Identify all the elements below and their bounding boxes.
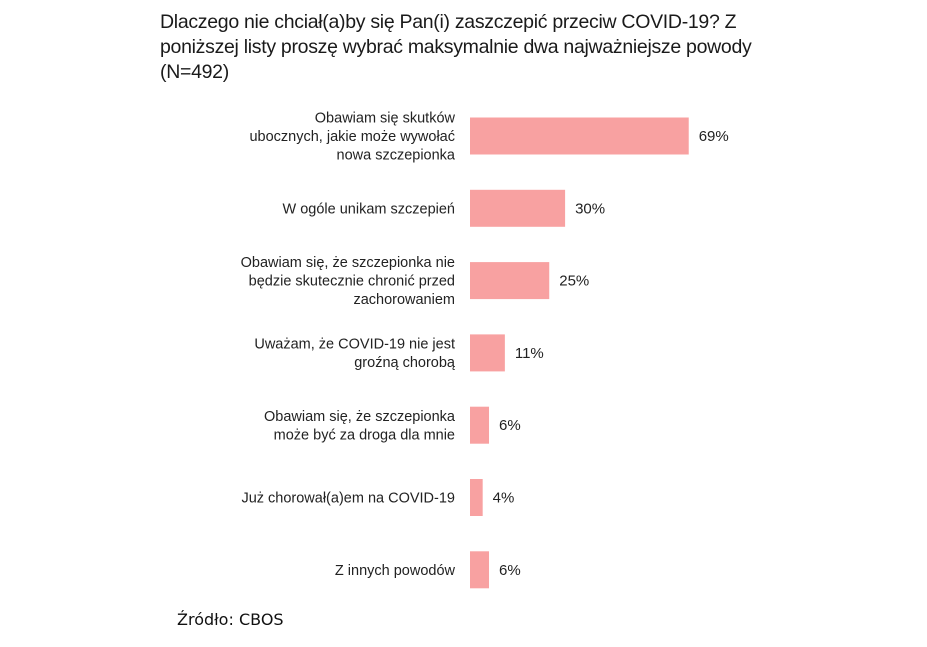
bar — [470, 262, 550, 300]
data-label: 11% — [515, 345, 544, 362]
data-label: 6% — [499, 562, 521, 579]
category-label: W ogóle unikam szczepień — [283, 201, 455, 217]
data-label: 25% — [559, 273, 589, 290]
bar — [470, 334, 505, 372]
data-label: 30% — [575, 200, 605, 217]
bar — [470, 117, 689, 155]
category-label: zachorowaniem — [353, 292, 455, 308]
category-label: Z innych powodów — [335, 563, 456, 579]
source-note: Źródło: CBOS — [177, 610, 284, 629]
category-label: Już chorował(a)em na COVID-19 — [241, 491, 455, 507]
bar — [470, 189, 566, 227]
category-label: groźną chorobą — [354, 355, 456, 371]
bar — [470, 479, 483, 516]
category-label: będzie skutecznie chronić przed — [249, 274, 455, 290]
category-label: Obawiam się, że szczepionka nie — [241, 255, 455, 271]
chart-title: Dlaczego nie chciał(a)by się Pan(i) zasz… — [160, 11, 752, 83]
bar — [470, 406, 490, 444]
bar — [470, 551, 490, 589]
category-label: ubocznych, jakie może wywołać — [249, 129, 455, 145]
data-label: 6% — [499, 417, 521, 434]
category-label: Uważam, że COVID-19 nie jest — [254, 337, 455, 353]
category-label: może być za droga dla mnie — [274, 427, 455, 443]
category-label: Obawiam się, że szczepionka — [264, 409, 456, 425]
category-label: nowa szczepionka — [337, 148, 456, 164]
category-label: Obawiam się skutków — [315, 111, 456, 127]
data-label: 4% — [493, 490, 515, 507]
data-label: 69% — [699, 128, 729, 145]
